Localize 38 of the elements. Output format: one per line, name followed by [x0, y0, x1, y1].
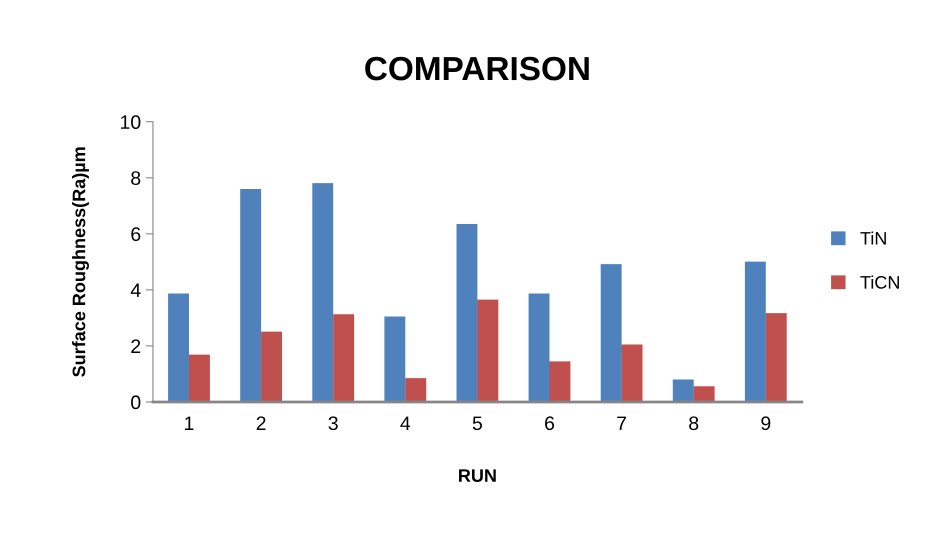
bar — [550, 361, 570, 402]
chart-title: COMPARISON — [365, 56, 589, 80]
y-tick-label: 0 — [131, 395, 140, 410]
x-tick-label: 3 — [328, 416, 338, 430]
y-axis-title: Surface Roughness(Ra)µm — [72, 147, 89, 377]
bar — [405, 378, 426, 402]
y-tick-label: 8 — [131, 171, 140, 186]
bar — [456, 224, 478, 402]
bar — [189, 354, 210, 402]
x-tick-label: 7 — [617, 416, 626, 430]
bar — [528, 294, 550, 402]
x-tick-label: 4 — [400, 416, 410, 430]
x-tick-label: 5 — [472, 416, 482, 430]
y-tick-label: 2 — [131, 339, 140, 353]
bar — [261, 332, 282, 402]
x-tick-label: 6 — [545, 416, 554, 430]
bar — [333, 314, 354, 402]
bar — [766, 313, 787, 402]
y-tick-label: 4 — [130, 284, 141, 297]
bar — [312, 183, 334, 402]
legend-label: TiCN — [860, 275, 899, 289]
x-tick-label: 9 — [761, 416, 770, 430]
bar — [744, 262, 766, 402]
bar — [477, 300, 498, 402]
legend-label: TiN — [860, 231, 886, 245]
y-tick-label: 10 — [121, 115, 140, 129]
bar — [384, 316, 406, 402]
bar — [622, 344, 643, 402]
y-tick-label: 6 — [131, 227, 140, 242]
bar — [240, 188, 262, 402]
bar — [694, 386, 715, 402]
bar — [168, 294, 190, 402]
bar — [672, 380, 694, 402]
x-tick-label: 2 — [256, 416, 266, 430]
x-axis-title: RUN — [459, 469, 496, 482]
x-tick-label: 8 — [689, 416, 698, 430]
bar — [600, 264, 622, 402]
x-tick-label: 1 — [185, 416, 194, 430]
